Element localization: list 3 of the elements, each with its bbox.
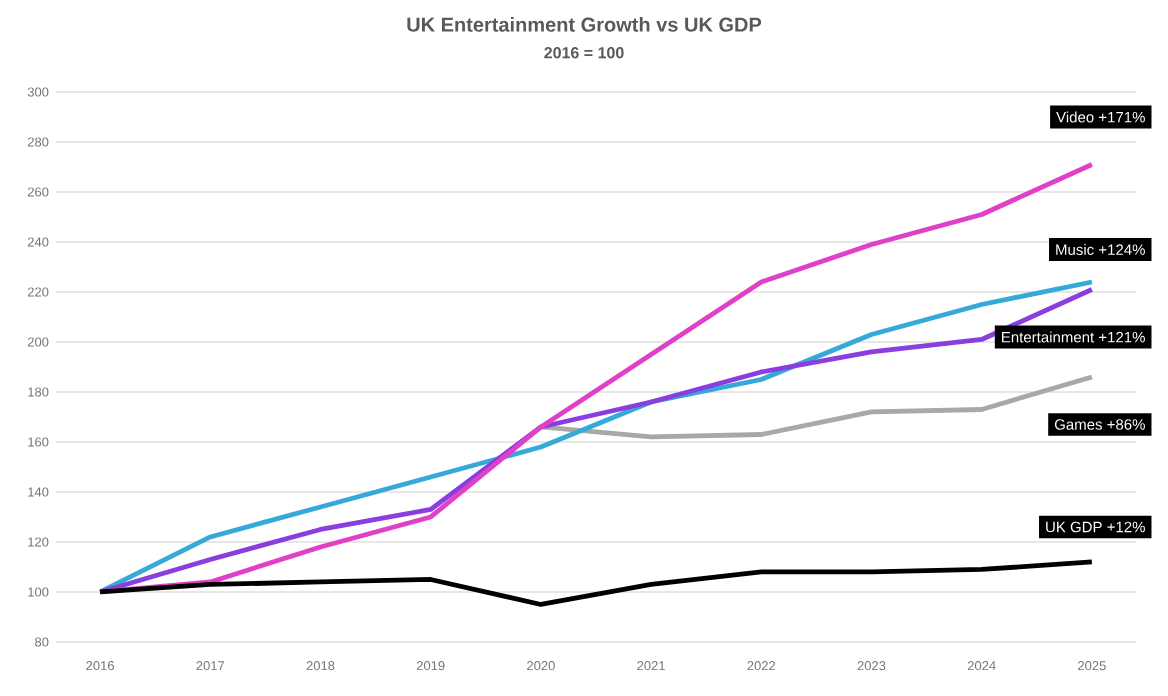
chart-subtitle: 2016 = 100	[544, 47, 624, 59]
line-series	[97, 559, 1095, 607]
chart-title: UK Entertainment Growth vs UK GDP	[407, 17, 762, 32]
